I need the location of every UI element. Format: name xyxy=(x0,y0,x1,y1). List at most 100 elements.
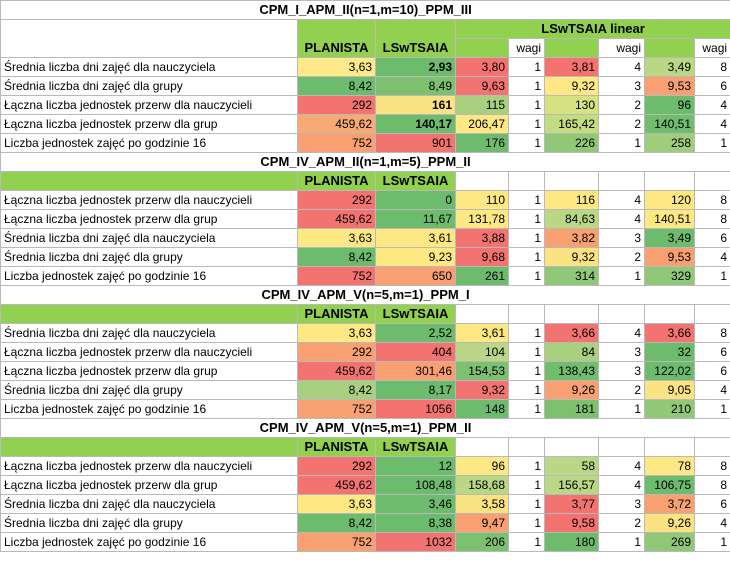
linear-value-1[interactable]: 3,61 xyxy=(455,323,509,343)
section-title[interactable]: CPM_IV_APM_V(n=5,m=1)_PPM_I xyxy=(0,285,730,305)
linear-value-3[interactable]: 140,51 xyxy=(644,209,695,229)
row-label[interactable]: Średnia liczba dni zajęć dla nauczyciela xyxy=(0,57,298,77)
linear-value-2[interactable]: 130 xyxy=(544,95,599,115)
linear-value-3[interactable]: 78 xyxy=(644,456,695,476)
lswtsaia-value[interactable]: 3,46 xyxy=(375,494,456,514)
wagi-header[interactable]: wagi xyxy=(508,38,545,58)
lswtsaia-value[interactable]: 2,52 xyxy=(375,323,456,343)
weight-value-2[interactable]: 3 xyxy=(598,76,645,96)
header-lswtsaia[interactable]: LSwTSAIA xyxy=(375,171,456,191)
weight-value-1[interactable]: 1 xyxy=(508,475,545,495)
planista-value[interactable]: 292 xyxy=(297,456,376,476)
header-empty-cell[interactable] xyxy=(455,171,509,191)
weight-value-2[interactable]: 2 xyxy=(598,114,645,134)
planista-value[interactable]: 8,42 xyxy=(297,76,376,96)
linear-value-1[interactable]: 206 xyxy=(455,532,509,552)
lswtsaia-value[interactable]: 8,49 xyxy=(375,76,456,96)
header-empty-cell[interactable] xyxy=(544,437,599,457)
super-header-lswtsaia-linear[interactable]: LSwTSAIA linear xyxy=(454,19,730,39)
lswtsaia-value[interactable]: 901 xyxy=(375,133,456,153)
linear-value-3[interactable]: 3,66 xyxy=(644,323,695,343)
linear-value-1[interactable]: 154,53 xyxy=(455,361,509,381)
planista-value[interactable]: 3,63 xyxy=(297,57,376,77)
weight-value-3[interactable]: 4 xyxy=(693,513,730,533)
linear-value-2[interactable]: 9,58 xyxy=(544,513,599,533)
linear-value-2[interactable]: 138,43 xyxy=(544,361,599,381)
lswtsaia-value[interactable]: 404 xyxy=(375,342,456,362)
row-label[interactable]: Łączna liczba jednostek przerw dla naucz… xyxy=(0,95,298,115)
linear-value-3[interactable]: 3,49 xyxy=(644,228,695,248)
row-label[interactable]: Średnia liczba dni zajęć dla grupy xyxy=(0,513,298,533)
weight-value-3[interactable]: 4 xyxy=(693,114,730,134)
linear-value-3[interactable]: 9,53 xyxy=(644,76,695,96)
weight-value-2[interactable]: 3 xyxy=(598,494,645,514)
linear-value-2[interactable]: 84,63 xyxy=(544,209,599,229)
weight-value-1[interactable]: 1 xyxy=(508,190,545,210)
linear-value-1[interactable]: 131,78 xyxy=(455,209,509,229)
linear-value-3[interactable]: 122,02 xyxy=(644,361,695,381)
linear-value-3[interactable]: 9,26 xyxy=(644,513,695,533)
section-title[interactable]: CPM_IV_APM_II(n=1,m=5)_PPM_II xyxy=(0,152,730,172)
linear-value-1[interactable]: 158,68 xyxy=(455,475,509,495)
lswtsaia-value[interactable]: 8,38 xyxy=(375,513,456,533)
variant-header-cell[interactable] xyxy=(644,38,695,58)
header-empty-cell[interactable] xyxy=(644,437,695,457)
weight-value-2[interactable]: 2 xyxy=(598,380,645,400)
planista-value[interactable]: 459,62 xyxy=(297,475,376,495)
linear-value-3[interactable]: 106,75 xyxy=(644,475,695,495)
weight-value-1[interactable]: 1 xyxy=(508,380,545,400)
header-empty-cell[interactable] xyxy=(544,171,599,191)
row-label[interactable]: Średnia liczba dni zajęć dla nauczyciela xyxy=(0,228,298,248)
planista-value[interactable]: 752 xyxy=(297,133,376,153)
linear-value-3[interactable]: 329 xyxy=(644,266,695,286)
weight-value-1[interactable]: 1 xyxy=(508,323,545,343)
planista-value[interactable]: 292 xyxy=(297,190,376,210)
weight-value-3[interactable]: 6 xyxy=(693,494,730,514)
weight-value-1[interactable]: 1 xyxy=(508,133,545,153)
weight-value-3[interactable]: 1 xyxy=(693,532,730,552)
linear-value-2[interactable]: 3,82 xyxy=(544,228,599,248)
header-empty-cell[interactable] xyxy=(544,304,599,324)
weight-value-2[interactable]: 3 xyxy=(598,342,645,362)
header-empty-cell[interactable] xyxy=(598,437,645,457)
lswtsaia-value[interactable]: 9,23 xyxy=(375,247,456,267)
header-empty-cell[interactable] xyxy=(598,171,645,191)
planista-value[interactable]: 3,63 xyxy=(297,494,376,514)
linear-value-1[interactable]: 3,58 xyxy=(455,494,509,514)
lswtsaia-value[interactable]: 1032 xyxy=(375,532,456,552)
weight-value-1[interactable]: 1 xyxy=(508,361,545,381)
weight-value-1[interactable]: 1 xyxy=(508,532,545,552)
weight-value-1[interactable]: 1 xyxy=(508,399,545,419)
weight-value-2[interactable]: 1 xyxy=(598,266,645,286)
lswtsaia-value[interactable]: 140,17 xyxy=(375,114,456,134)
header-lswtsaia[interactable]: LSwTSAIA xyxy=(375,304,456,324)
linear-value-1[interactable]: 115 xyxy=(455,95,509,115)
weight-value-3[interactable]: 6 xyxy=(693,76,730,96)
planista-value[interactable]: 8,42 xyxy=(297,380,376,400)
weight-value-2[interactable]: 2 xyxy=(598,513,645,533)
linear-value-2[interactable]: 180 xyxy=(544,532,599,552)
lswtsaia-value[interactable]: 12 xyxy=(375,456,456,476)
lswtsaia-value[interactable]: 8,17 xyxy=(375,380,456,400)
header-lswtsaia[interactable]: LSwTSAIA xyxy=(375,437,456,457)
weight-value-2[interactable]: 4 xyxy=(598,190,645,210)
header-label-cell[interactable] xyxy=(0,437,298,457)
planista-value[interactable]: 292 xyxy=(297,342,376,362)
lswtsaia-value[interactable]: 108,48 xyxy=(375,475,456,495)
linear-value-3[interactable]: 32 xyxy=(644,342,695,362)
weight-value-3[interactable]: 8 xyxy=(693,456,730,476)
weight-value-2[interactable]: 1 xyxy=(598,532,645,552)
planista-value[interactable]: 459,62 xyxy=(297,361,376,381)
planista-value[interactable]: 752 xyxy=(297,399,376,419)
row-label[interactable]: Liczba jednostek zajęć po godzinie 16 xyxy=(0,399,298,419)
planista-value[interactable]: 8,42 xyxy=(297,247,376,267)
linear-value-2[interactable]: 9,32 xyxy=(544,247,599,267)
linear-value-2[interactable]: 165,42 xyxy=(544,114,599,134)
header-empty-cell[interactable] xyxy=(455,437,509,457)
planista-value[interactable]: 3,63 xyxy=(297,228,376,248)
lswtsaia-value[interactable]: 0 xyxy=(375,190,456,210)
weight-value-1[interactable]: 1 xyxy=(508,456,545,476)
header-empty-cell[interactable] xyxy=(508,171,545,191)
linear-value-3[interactable]: 9,05 xyxy=(644,380,695,400)
weight-value-3[interactable]: 6 xyxy=(693,228,730,248)
